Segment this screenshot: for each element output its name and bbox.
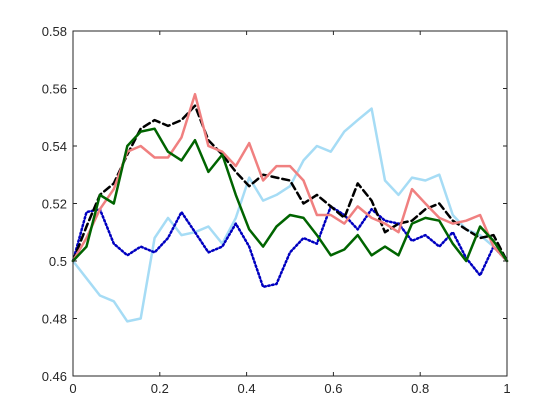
series-line-4 (71, 92, 509, 263)
y-tick-label: 0.58 (42, 24, 67, 39)
series-line-1 (71, 107, 509, 323)
x-tick-label: 0.8 (411, 381, 429, 396)
y-tick-label: 0.46 (42, 369, 67, 384)
y-tick-label: 0.54 (42, 139, 67, 154)
x-tick-label: 0 (69, 381, 76, 396)
series-line-3 (71, 104, 509, 263)
x-tick-label: 0.2 (151, 381, 169, 396)
y-tick-label: 0.48 (42, 312, 67, 327)
x-tick-label: 0.6 (324, 381, 342, 396)
tick-layer: 0 0.2 0.4 0.6 0.8 1 0.46 0.48 0.5 0.52 0.54 0.56 0.5… (42, 24, 511, 396)
series-layer (71, 92, 509, 323)
axes-box (72, 30, 508, 377)
y-tick-label: 0.56 (42, 82, 67, 97)
series-line-5 (71, 127, 509, 263)
y-tick-label: 0.52 (42, 197, 67, 212)
series-line-2 (71, 205, 509, 289)
y-tick-label: 0.5 (49, 254, 67, 269)
x-tick-label: 0.4 (238, 381, 256, 396)
x-tick-label: 1 (503, 381, 510, 396)
